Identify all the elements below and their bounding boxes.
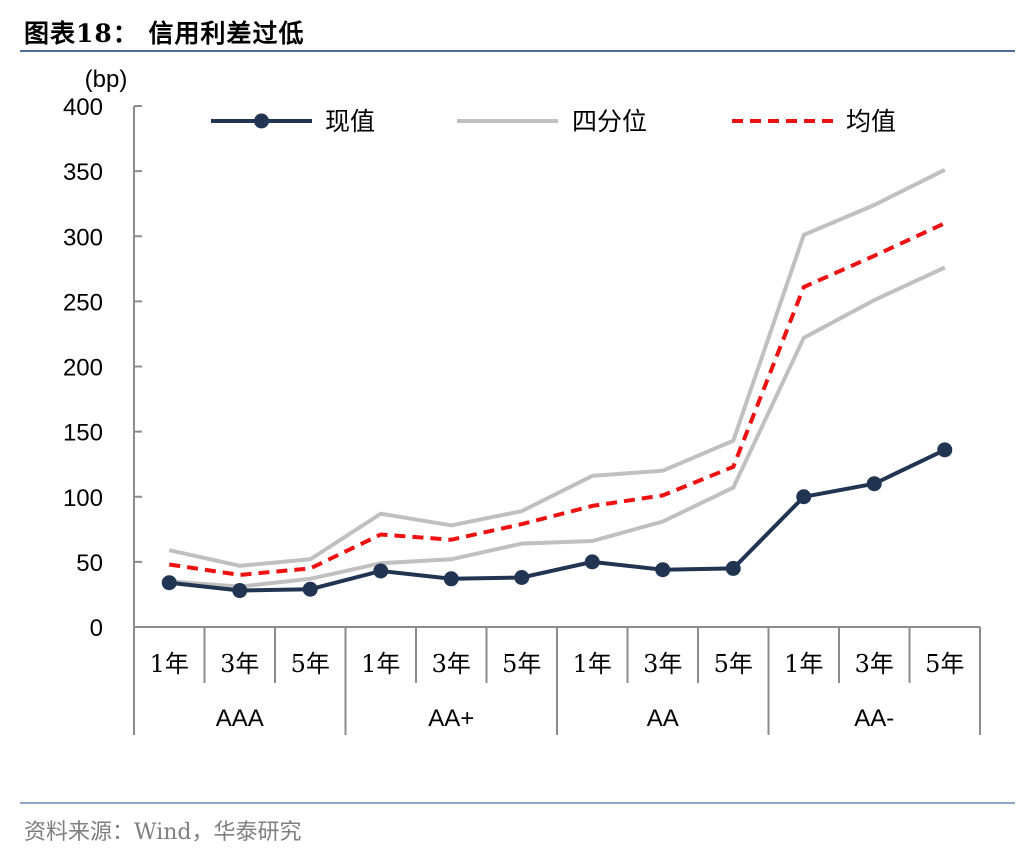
series-line-quartile-upper [168,168,946,568]
series-line-current [169,448,946,593]
x-group-label: AAA [216,705,264,732]
source-note: 资料来源：Wind，华泰研究 [24,820,302,845]
y-unit-label: (bp) [85,66,128,93]
title-rule [20,50,1015,52]
series-point-current [232,583,248,599]
legend-label: 四分位 [572,107,647,136]
x-tick-label: 5年 [925,650,964,678]
x-group-label: AA [647,705,679,732]
source-rule [20,802,1015,804]
y-tick-label: 350 [63,159,103,186]
y-tick-label: 50 [76,550,103,577]
series-point-current [514,570,530,586]
series-point-current [373,563,389,579]
series-point-current [443,571,459,587]
x-group-label: AA+ [428,705,474,732]
series-point-current [866,476,882,492]
x-tick-label: 3年 [220,650,259,678]
figure-title: 图表18： 信用利差过低 [24,19,305,48]
y-tick-label: 200 [63,355,103,382]
x-tick-label: 5年 [502,650,541,678]
x-group-label: AA- [854,705,894,732]
series-layer [161,168,953,599]
x-tick-label: 3年 [432,650,471,678]
y-tick-label: 0 [90,615,103,642]
legend-label: 均值 [846,107,896,136]
series-point-current [725,560,741,576]
x-tick-label: 1年 [784,650,823,678]
x-tick-label: 5年 [291,650,330,678]
series-point-current [937,442,953,458]
series-line-mean [169,221,946,577]
x-tick-label: 3年 [855,650,894,678]
series-line-quartile-lower [169,265,946,589]
y-tick-label: 250 [63,289,103,316]
x-tick-label: 5年 [714,650,753,678]
legend-label: 现值 [325,107,375,136]
x-tick-label: 3年 [643,650,682,678]
y-tick-label: 400 [63,94,103,121]
y-tick-label: 150 [63,420,103,447]
series-point-current [655,562,671,578]
y-tick-label: 300 [63,224,103,251]
x-tick-label: 1年 [361,650,400,678]
series-point-current [302,581,318,597]
series-point-current [796,489,812,505]
series-point-current [161,575,177,591]
series-point-current [584,554,600,570]
y-tick-label: 100 [63,485,103,512]
legend: 现值 四分位 均值 [211,107,896,136]
axes: 0 50 100 150 200 250 300 350 400(bp) 1年 3年 5年 1年 3年 5年… [63,66,981,735]
x-tick-label: 1年 [573,650,612,678]
x-tick-label: 1年 [150,650,189,678]
legend-marker [254,113,269,129]
